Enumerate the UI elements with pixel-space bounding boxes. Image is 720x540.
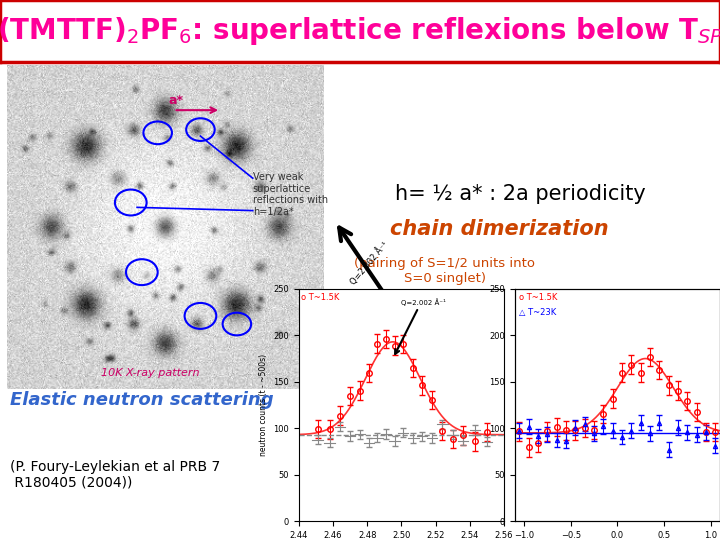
Text: Q=2.002 Å⁻¹: Q=2.002 Å⁻¹ [402, 298, 446, 306]
Text: chain dimerization: chain dimerization [390, 219, 608, 239]
Text: a*: a* [168, 93, 184, 107]
Text: (TMTTF)$_2$PF$_6$: superlattice reflexions below T$_{SP}$: (TMTTF)$_2$PF$_6$: superlattice reflexio… [0, 15, 720, 47]
Text: △ T~23K: △ T~23K [519, 308, 557, 317]
Text: (P. Foury-Leylekian et al PRB 7
 R180405 (2004)): (P. Foury-Leylekian et al PRB 7 R180405 … [10, 460, 220, 490]
Text: h= ½ a* : 2a periodicity: h= ½ a* : 2a periodicity [395, 184, 646, 204]
Text: (pairing of S=1/2 units into
S=0 singlet): (pairing of S=1/2 units into S=0 singlet… [354, 258, 536, 286]
Text: 10K X-ray pattern: 10K X-ray pattern [101, 368, 199, 378]
Text: Very weak
superlattice
reflections with
h=1/2a*: Very weak superlattice reflections with … [253, 172, 328, 217]
Y-axis label: neutron counts (t - ~500s): neutron counts (t - ~500s) [258, 354, 268, 456]
Text: Elastic neutron scattering: Elastic neutron scattering [10, 391, 274, 409]
Text: Q=2.002 Å⁻¹: Q=2.002 Å⁻¹ [348, 239, 390, 287]
Text: o T~1.5K: o T~1.5K [519, 293, 558, 302]
Text: o T~1.5K: o T~1.5K [300, 293, 339, 302]
